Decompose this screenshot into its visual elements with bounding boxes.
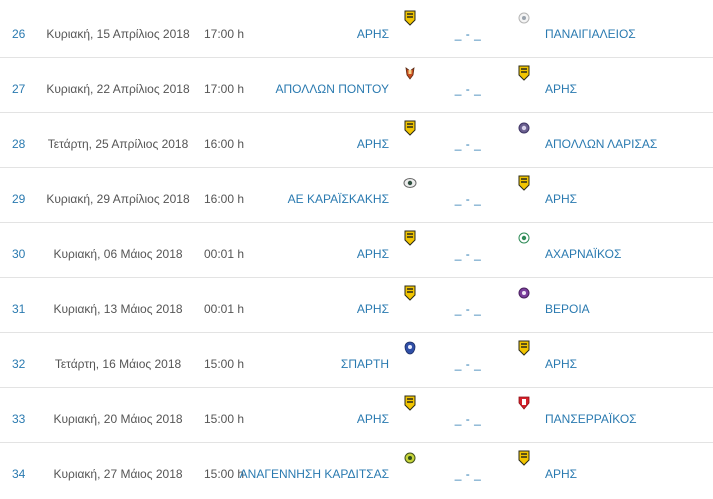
- round-link[interactable]: 31: [12, 302, 26, 316]
- round-link[interactable]: 28: [12, 137, 26, 151]
- home-team-link[interactable]: ΑΡΗΣ: [356, 137, 389, 151]
- aris-crest-icon: [517, 450, 531, 466]
- away-team-link[interactable]: ΑΡΗΣ: [545, 192, 578, 206]
- panserraikos-crest-icon: [517, 395, 531, 411]
- aris-crest-icon: [403, 10, 417, 26]
- match-date: Κυριακή, 20 Μάιος 2018: [53, 412, 183, 426]
- match-time: 15:00 h: [203, 412, 245, 426]
- match-date: Τετάρτη, 25 Απρίλιος 2018: [47, 137, 189, 151]
- aris-crest-icon: [517, 65, 531, 81]
- fixture-row: 26 Κυριακή, 15 Απρίλιος 2018 17:00 h ΑΡΗ…: [0, 3, 713, 58]
- round-link[interactable]: 26: [12, 27, 26, 41]
- fixture-row: 29 Κυριακή, 29 Απρίλιος 2018 16:00 h ΑΕ …: [0, 168, 713, 223]
- match-time: 17:00 h: [203, 82, 245, 96]
- fixture-row: 32 Τετάρτη, 16 Μάιος 2018 15:00 h ΣΠΑΡΤΗ…: [0, 333, 713, 388]
- score-link[interactable]: _ - _: [454, 192, 482, 206]
- score-link[interactable]: _ - _: [454, 27, 482, 41]
- fixture-row: 34 Κυριακή, 27 Μάιος 2018 15:00 h ΑΝΑΓΕΝ…: [0, 443, 713, 498]
- round-link[interactable]: 30: [12, 247, 26, 261]
- score-link[interactable]: _ - _: [454, 137, 482, 151]
- home-team-link[interactable]: ΑΝΑΓΕΝΝΗΣΗ ΚΑΡΔΙΤΣΑΣ: [239, 467, 389, 481]
- apollon-pontou-crest-icon: [403, 65, 417, 81]
- match-date: Κυριακή, 29 Απρίλιος 2018: [46, 192, 190, 206]
- match-time: 15:00 h: [203, 357, 245, 371]
- aris-crest-icon: [403, 395, 417, 411]
- round-link[interactable]: 33: [12, 412, 26, 426]
- aris-crest-icon: [517, 340, 531, 356]
- fixture-row: 28 Τετάρτη, 25 Απρίλιος 2018 16:00 h ΑΡΗ…: [0, 113, 713, 168]
- karaiskakis-crest-icon: [403, 175, 417, 191]
- acharnaikos-crest-icon: [517, 230, 531, 246]
- score-link[interactable]: _ - _: [454, 82, 482, 96]
- away-team-link[interactable]: ΑΡΗΣ: [545, 357, 578, 371]
- match-time: 00:01 h: [203, 302, 245, 316]
- veroia-crest-icon: [517, 285, 531, 301]
- match-date: Κυριακή, 15 Απρίλιος 2018: [46, 27, 190, 41]
- home-team-link[interactable]: ΑΡΗΣ: [356, 247, 389, 261]
- away-team-link[interactable]: ΠΑΝΣΕΡΡΑΪΚΟΣ: [545, 412, 637, 426]
- panaigialeios-crest-icon: [517, 10, 531, 26]
- match-time: 16:00 h: [203, 137, 245, 151]
- match-date: Κυριακή, 13 Μάιος 2018: [53, 302, 183, 316]
- away-team-link[interactable]: ΑΧΑΡΝΑΪΚΟΣ: [545, 247, 622, 261]
- round-link[interactable]: 29: [12, 192, 26, 206]
- match-date: Τετάρτη, 16 Μάιος 2018: [54, 357, 182, 371]
- score-link[interactable]: _ - _: [454, 247, 482, 261]
- match-date: Κυριακή, 06 Μάιος 2018: [53, 247, 183, 261]
- round-link[interactable]: 32: [12, 357, 26, 371]
- apollon-larisas-crest-icon: [517, 120, 531, 136]
- home-team-link[interactable]: ΑΕ ΚΑΡΑΪΣΚΑΚΗΣ: [287, 192, 389, 206]
- home-team-link[interactable]: ΑΡΗΣ: [356, 27, 389, 41]
- anagennisi-karditsas-crest-icon: [403, 450, 417, 466]
- home-team-link[interactable]: ΑΡΗΣ: [356, 412, 389, 426]
- score-link[interactable]: _ - _: [454, 467, 482, 481]
- score-link[interactable]: _ - _: [454, 412, 482, 426]
- home-team-link[interactable]: ΑΡΗΣ: [356, 302, 389, 316]
- home-team-link[interactable]: ΣΠΑΡΤΗ: [340, 357, 389, 371]
- match-time: 16:00 h: [203, 192, 245, 206]
- score-link[interactable]: _ - _: [454, 357, 482, 371]
- match-time: 00:01 h: [203, 247, 245, 261]
- score-link[interactable]: _ - _: [454, 302, 482, 316]
- sparti-crest-icon: [403, 340, 417, 356]
- away-team-link[interactable]: ΠΑΝΑΙΓΙΑΛΕΙΟΣ: [545, 27, 636, 41]
- away-team-link[interactable]: ΑΡΗΣ: [545, 467, 578, 481]
- fixture-row: 33 Κυριακή, 20 Μάιος 2018 15:00 h ΑΡΗΣ _…: [0, 388, 713, 443]
- aris-crest-icon: [517, 175, 531, 191]
- away-team-link[interactable]: ΒΕΡΟΙΑ: [545, 302, 590, 316]
- fixture-row: 30 Κυριακή, 06 Μάιος 2018 00:01 h ΑΡΗΣ _…: [0, 223, 713, 278]
- aris-crest-icon: [403, 285, 417, 301]
- home-team-link[interactable]: ΑΠΟΛΛΩΝ ΠΟΝΤΟΥ: [275, 82, 389, 96]
- round-link[interactable]: 34: [12, 467, 26, 481]
- away-team-link[interactable]: ΑΡΗΣ: [545, 82, 578, 96]
- match-time: 17:00 h: [203, 27, 245, 41]
- round-link[interactable]: 27: [12, 82, 26, 96]
- aris-crest-icon: [403, 120, 417, 136]
- fixture-row: 27 Κυριακή, 22 Απρίλιος 2018 17:00 h ΑΠΟ…: [0, 58, 713, 113]
- away-team-link[interactable]: ΑΠΟΛΛΩΝ ΛΑΡΙΣΑΣ: [545, 137, 658, 151]
- aris-crest-icon: [403, 230, 417, 246]
- match-time: 15:00 h: [203, 467, 245, 481]
- match-date: Κυριακή, 27 Μάιος 2018: [53, 467, 183, 481]
- fixture-row: 31 Κυριακή, 13 Μάιος 2018 00:01 h ΑΡΗΣ _…: [0, 278, 713, 333]
- match-date: Κυριακή, 22 Απρίλιος 2018: [46, 82, 190, 96]
